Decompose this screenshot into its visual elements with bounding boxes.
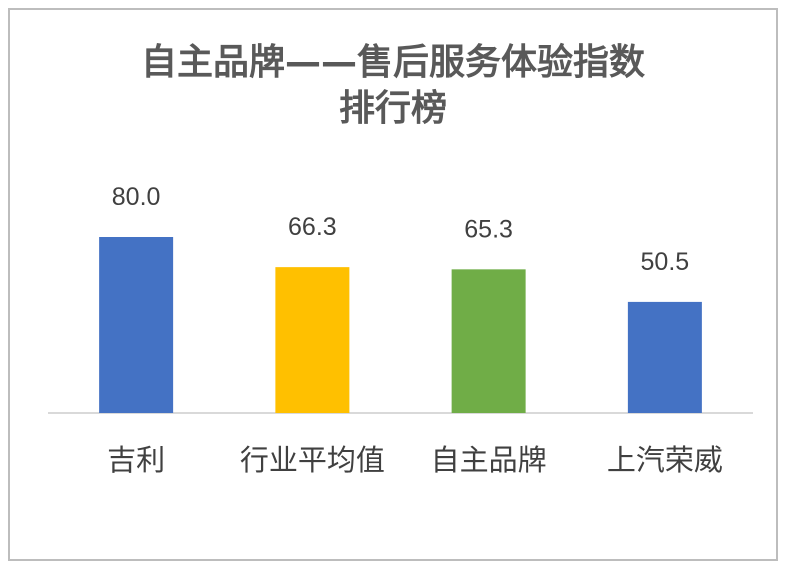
- category-label-3: 自主品牌: [431, 443, 547, 477]
- bar-3: [451, 269, 526, 413]
- chart-title: 自主品牌——售后服务体验指数 排行榜: [0, 40, 786, 132]
- bar-2: [275, 267, 350, 413]
- value-labels-group: 80.0 66.3 65.3 50.5: [112, 183, 689, 276]
- category-label-4: 上汽荣威: [607, 443, 723, 477]
- category-labels-group: 吉利 行业平均值 自主品牌 上汽荣威: [107, 443, 723, 477]
- value-label-1: 80.0: [112, 183, 161, 211]
- value-label-3: 65.3: [464, 215, 513, 243]
- value-label-2: 66.3: [288, 213, 337, 241]
- value-label-4: 50.5: [641, 248, 690, 276]
- bar-4: [627, 301, 702, 413]
- category-label-2: 行业平均值: [240, 443, 385, 477]
- bar-1: [99, 237, 174, 413]
- chart-title-line-1: 自主品牌——售后服务体验指数: [140, 42, 645, 83]
- chart-title-line-2: 排行榜: [338, 88, 447, 129]
- category-label-1: 吉利: [107, 443, 165, 477]
- bars-group: [99, 237, 702, 413]
